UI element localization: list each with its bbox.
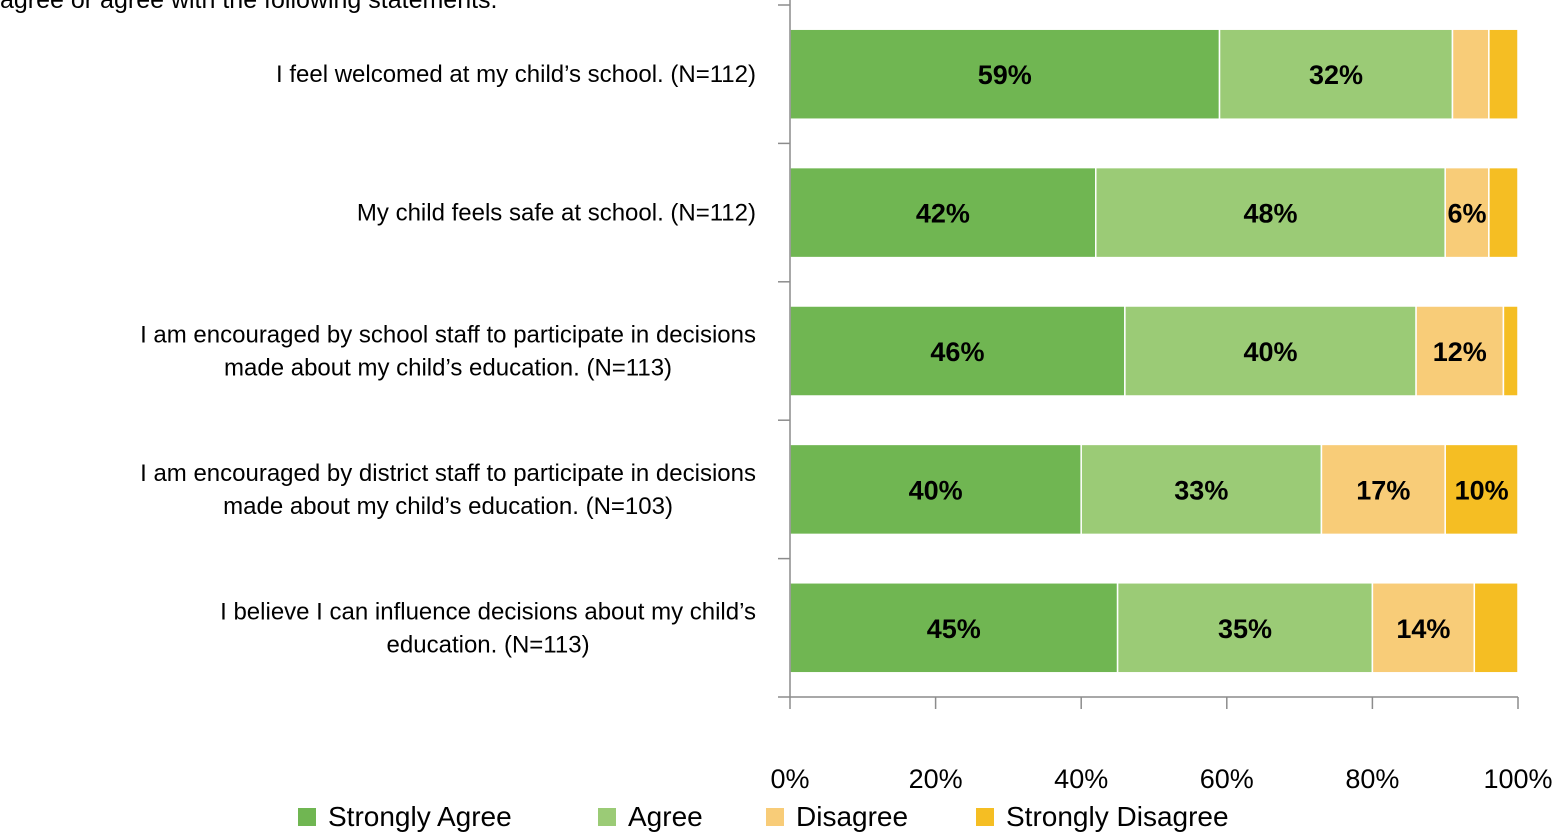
- legend-label: Disagree: [796, 801, 908, 832]
- legend-label: Strongly Disagree: [1006, 801, 1229, 832]
- bar-segment: [789, 28, 1221, 120]
- data-label: 33%: [1174, 475, 1228, 505]
- category-label: I feel welcomed at my child’s school. (N…: [276, 61, 756, 88]
- legend-swatch: [976, 808, 994, 826]
- legend-swatch: [766, 808, 784, 826]
- data-label: 14%: [1396, 614, 1450, 644]
- bar-segment: [1124, 305, 1417, 397]
- bar-segment: [1116, 582, 1374, 674]
- bar-segment: [1488, 28, 1519, 120]
- bar-segment: [1473, 582, 1519, 674]
- bar-segment: [1218, 28, 1454, 120]
- chart-title: agree or agree with the following statem…: [0, 0, 498, 14]
- category-label: My child feels safe at school. (N=112): [357, 200, 756, 227]
- bar-segment: [1415, 305, 1505, 397]
- bar-segment: [789, 305, 1126, 397]
- legend-label: Strongly Agree: [328, 801, 512, 832]
- category-label: made about my child’s education. (N=103): [223, 493, 673, 520]
- bar-segment: [1451, 28, 1490, 120]
- axes: 0% 20% 40% 60% 80% 100%: [770, 0, 1553, 794]
- legend-swatch: [598, 808, 616, 826]
- legend-swatch: [298, 808, 316, 826]
- data-label: 42%: [916, 199, 970, 229]
- data-label: 46%: [930, 337, 984, 367]
- category-labels: I feel welcomed at my child’s school. (N…: [140, 61, 756, 658]
- data-label: 40%: [909, 475, 963, 505]
- bars: 59% 32% 42% 48% 6% 46% 40% 12% 40% 33% 17% 10% 45% 35…: [789, 28, 1519, 674]
- bar-segment: [1488, 166, 1519, 259]
- x-tick-label: 60%: [1200, 764, 1254, 794]
- bar-segment: [1095, 166, 1446, 259]
- bar-segment: [789, 582, 1119, 674]
- bar-segment: [1502, 305, 1519, 397]
- data-label: 48%: [1243, 199, 1297, 229]
- data-label: 59%: [978, 60, 1032, 90]
- x-tick-label: 40%: [1054, 764, 1108, 794]
- category-label: I am encouraged by district staff to par…: [140, 460, 756, 487]
- x-tick-label: 0%: [770, 764, 809, 794]
- category-label: I believe I can influence decisions abou…: [220, 598, 756, 625]
- x-tick-label: 80%: [1345, 764, 1399, 794]
- data-label: 10%: [1455, 475, 1509, 505]
- bar-segment: [789, 166, 1097, 259]
- category-label: I am encouraged by school staff to parti…: [140, 322, 756, 349]
- data-label: 40%: [1243, 337, 1297, 367]
- x-tick-label: 20%: [909, 764, 963, 794]
- bar-segment: [1444, 443, 1519, 536]
- legend: Strongly Agree Agree Disagree Strongly Disa…: [298, 801, 1229, 832]
- data-label: 35%: [1218, 614, 1272, 644]
- data-label: 45%: [927, 614, 981, 644]
- data-label: 17%: [1356, 475, 1410, 505]
- category-label: education. (N=113): [387, 631, 590, 658]
- x-tick-label: 100%: [1483, 764, 1552, 794]
- data-label: 12%: [1433, 337, 1487, 367]
- bar-segment: [1080, 443, 1323, 536]
- data-label: 6%: [1448, 199, 1487, 229]
- bar-segment: [1444, 166, 1490, 259]
- legend-label: Agree: [628, 801, 703, 832]
- category-label: made about my child’s education. (N=113): [224, 355, 672, 382]
- data-label: 32%: [1309, 60, 1363, 90]
